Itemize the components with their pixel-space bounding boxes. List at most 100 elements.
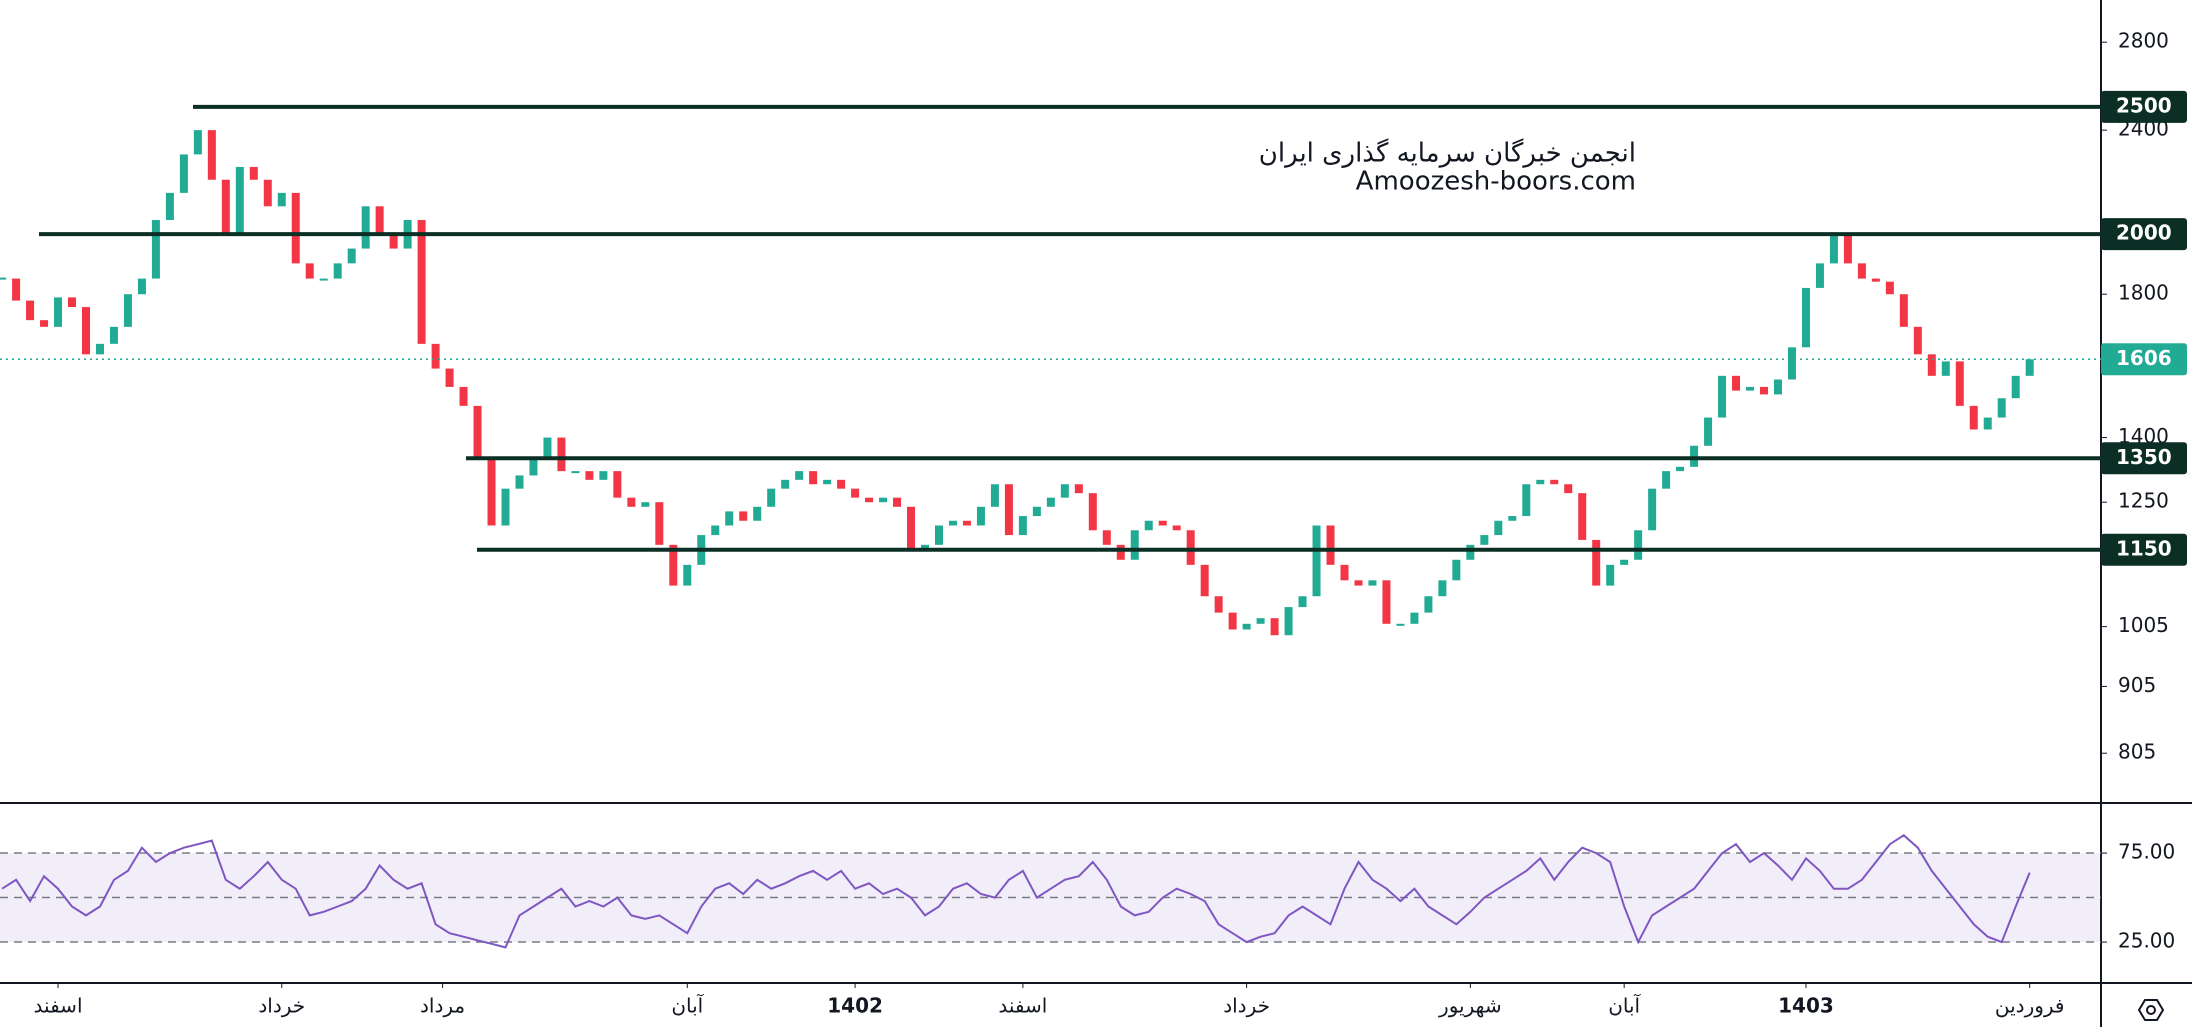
- candle: [1340, 564, 1349, 581]
- candle: [2025, 359, 2034, 376]
- candle: [529, 458, 538, 476]
- candle: [1760, 386, 1769, 395]
- candle: [1941, 361, 1950, 376]
- candle: [151, 220, 160, 279]
- candle: [1787, 347, 1796, 380]
- candle: [851, 488, 860, 498]
- candle: [1732, 375, 1741, 391]
- candle: [431, 343, 440, 369]
- candle: [781, 479, 790, 489]
- candle: [40, 320, 49, 327]
- candle: [305, 263, 314, 279]
- x-tick-label: خرداد: [1223, 994, 1270, 1018]
- candle: [1648, 488, 1657, 531]
- candle: [739, 511, 748, 521]
- candle: [0, 277, 7, 280]
- last-price-label: 1606: [2116, 346, 2172, 370]
- candle: [123, 294, 132, 327]
- candles: [0, 130, 2034, 636]
- candle: [54, 297, 63, 327]
- candle: [1396, 623, 1405, 626]
- candle: [263, 179, 272, 207]
- y-tick-label: 1250: [2118, 489, 2169, 513]
- candle: [1270, 618, 1279, 636]
- candle: [12, 278, 21, 301]
- candle: [81, 307, 90, 355]
- candle: [235, 166, 244, 235]
- candle: [557, 437, 566, 472]
- candle: [291, 192, 300, 264]
- candle: [1871, 278, 1880, 282]
- icon-shape: [2137, 999, 2165, 1021]
- candle: [571, 471, 580, 474]
- candle: [1186, 530, 1195, 565]
- candle: [934, 525, 943, 545]
- candle: [277, 192, 286, 207]
- candle: [1466, 544, 1475, 560]
- candle: [515, 475, 524, 489]
- candle: [445, 368, 454, 387]
- candle: [1354, 580, 1363, 586]
- candle: [1004, 484, 1013, 536]
- candle: [221, 179, 230, 235]
- y-tick-label: 75.00: [2118, 840, 2175, 864]
- candle: [1969, 405, 1978, 430]
- candle: [627, 497, 636, 507]
- candle: [1312, 525, 1321, 597]
- candle: [1773, 379, 1782, 395]
- candle: [1592, 539, 1601, 586]
- candle: [1536, 479, 1545, 485]
- candle: [375, 206, 384, 235]
- x-tick-label: شهریور: [1438, 994, 1502, 1018]
- candle: [1102, 530, 1111, 545]
- candle: [389, 234, 398, 249]
- candle: [1074, 484, 1083, 494]
- x-tick-label: آبان: [671, 993, 704, 1018]
- candle: [1494, 520, 1503, 536]
- candle: [1885, 281, 1894, 295]
- candle: [361, 206, 370, 249]
- candle: [179, 154, 188, 193]
- x-tick-label: مرداد: [420, 994, 465, 1018]
- candle: [1718, 375, 1727, 418]
- candle: [1843, 234, 1852, 264]
- candle: [1158, 520, 1167, 526]
- level-label: 2500: [2116, 93, 2172, 117]
- watermark: Amoozesh-boors.com: [1356, 167, 1636, 197]
- y-tick-label: 1800: [2118, 281, 2169, 305]
- candle: [319, 278, 328, 281]
- candle: [473, 405, 482, 459]
- candle: [68, 297, 77, 308]
- candle: [1578, 493, 1587, 540]
- candle: [1955, 361, 1964, 406]
- candle: [599, 471, 608, 480]
- y-tick-label: 805: [2118, 740, 2156, 764]
- candle: [711, 525, 720, 536]
- level-box: [2101, 533, 2187, 566]
- candle: [669, 544, 678, 586]
- settings-icon[interactable]: [2137, 999, 2165, 1021]
- candle: [1424, 596, 1433, 613]
- candle: [26, 300, 35, 321]
- x-tick-label: فروردین: [1995, 994, 2065, 1018]
- candle: [893, 497, 902, 507]
- candle: [333, 263, 342, 279]
- candle: [165, 192, 174, 221]
- candle: [1690, 445, 1699, 467]
- y-tick-label: 2800: [2118, 29, 2169, 53]
- candle: [1815, 263, 1824, 288]
- y-tick-label: 1005: [2118, 613, 2169, 637]
- candle: [2011, 375, 2020, 399]
- candle: [249, 166, 258, 180]
- candle: [501, 488, 510, 526]
- candle: [1228, 612, 1237, 630]
- candle: [990, 484, 999, 507]
- candle: [207, 130, 216, 180]
- candle: [907, 506, 916, 550]
- candle: [1564, 484, 1573, 494]
- candle: [613, 471, 622, 498]
- candle: [809, 471, 818, 485]
- candle: [1018, 516, 1027, 536]
- candle: [1410, 612, 1419, 624]
